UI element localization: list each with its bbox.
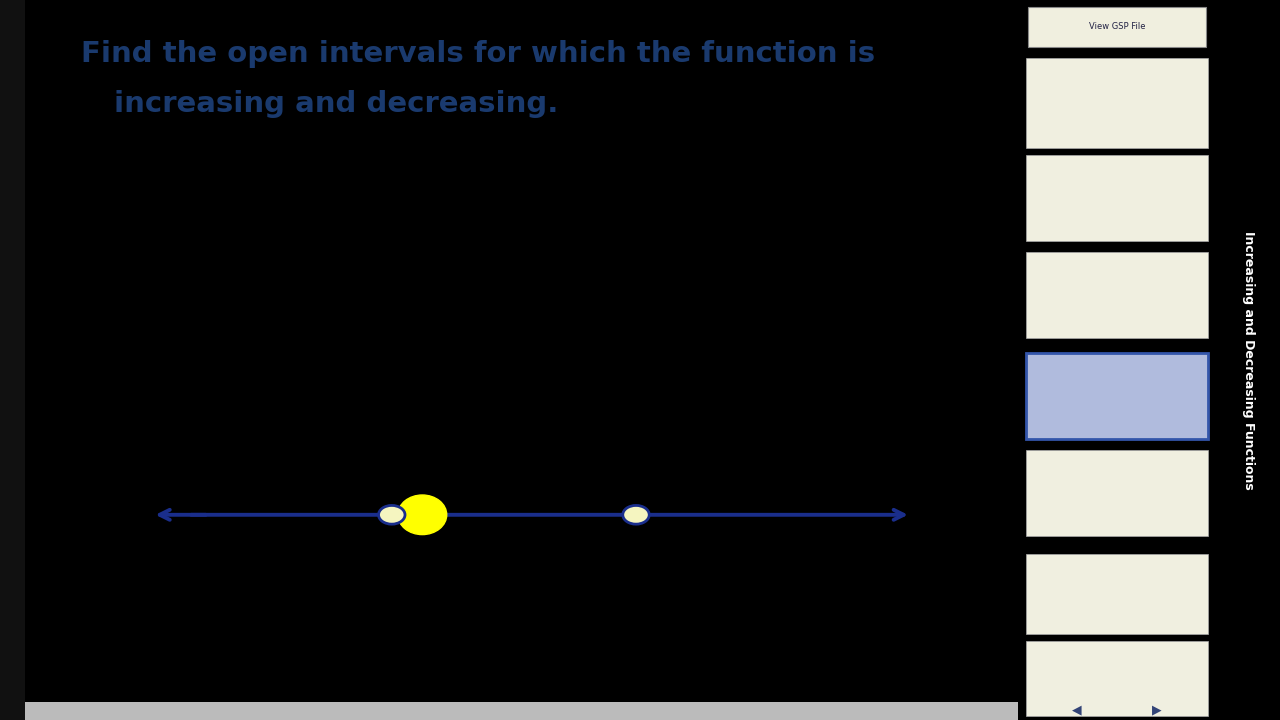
Text: ◀: ◀ xyxy=(1073,703,1082,716)
FancyBboxPatch shape xyxy=(0,702,1018,720)
FancyBboxPatch shape xyxy=(1025,155,1208,241)
FancyBboxPatch shape xyxy=(1025,58,1208,148)
FancyBboxPatch shape xyxy=(1028,7,1206,47)
FancyBboxPatch shape xyxy=(1025,450,1208,536)
Text: Find the open intervals for which the function is: Find the open intervals for which the fu… xyxy=(81,40,876,68)
Text: $-\infty$: $-\infty$ xyxy=(127,467,168,491)
Text: $f(x)=x^3-6x^2$: $f(x)=x^3-6x^2$ xyxy=(646,115,860,151)
Text: $f\,'\!(x) = 3x^2-12x = 0$: $f\,'\!(x) = 3x^2-12x = 0$ xyxy=(132,206,489,248)
Text: $x = 0 \qquad x = 4$: $x = 0 \qquad x = 4$ xyxy=(198,374,466,411)
Text: Increasing and Decreasing Functions: Increasing and Decreasing Functions xyxy=(1242,230,1254,490)
Text: $3x\,(x-4) = 0$: $3x\,(x-4) = 0$ xyxy=(239,288,474,324)
FancyBboxPatch shape xyxy=(0,0,26,720)
FancyBboxPatch shape xyxy=(1025,252,1208,338)
Text: View GSP File: View GSP File xyxy=(1088,22,1146,31)
Text: increasing and decreasing.: increasing and decreasing. xyxy=(114,91,558,118)
Circle shape xyxy=(379,505,404,524)
FancyBboxPatch shape xyxy=(1025,554,1208,634)
Text: 0: 0 xyxy=(383,552,401,579)
Ellipse shape xyxy=(398,495,447,534)
Text: 4: 4 xyxy=(627,552,645,579)
FancyBboxPatch shape xyxy=(1025,641,1208,716)
Text: ▶: ▶ xyxy=(1152,703,1161,716)
Circle shape xyxy=(623,505,649,524)
FancyBboxPatch shape xyxy=(1025,353,1208,439)
